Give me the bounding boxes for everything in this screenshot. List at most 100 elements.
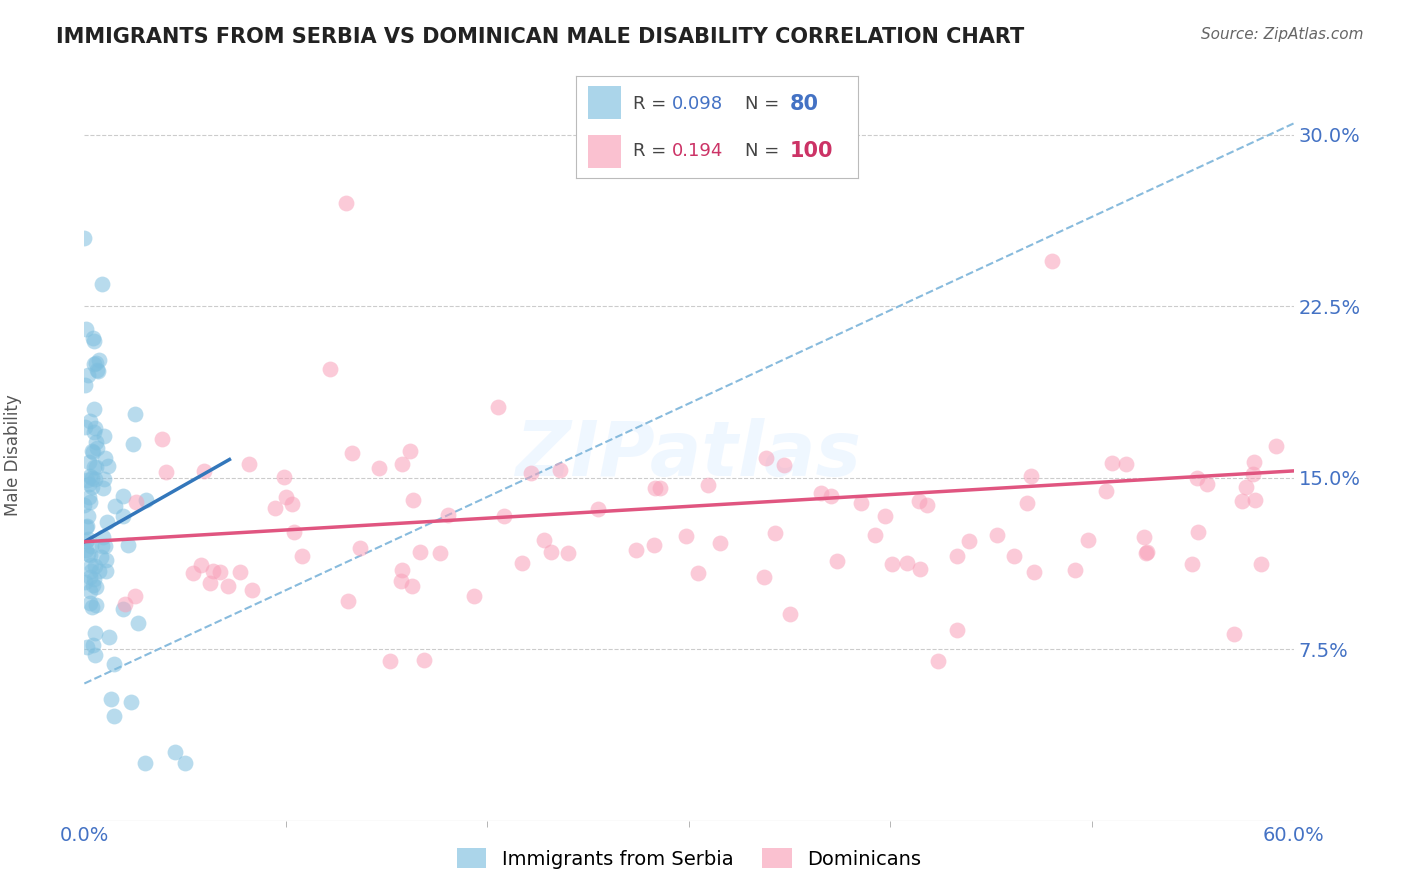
Point [1017, 495, 1039, 509]
Point [349, 541, 371, 555]
Point [1250, 557, 1272, 571]
Point [97, 459, 120, 474]
Point [93, 429, 115, 443]
Point [463, 589, 485, 603]
Point [1187, 471, 1209, 485]
Point [908, 493, 931, 508]
Point [84, 435, 107, 450]
Point [391, 457, 413, 471]
Point [77, 547, 100, 561]
Point [174, 756, 197, 771]
Point [202, 564, 225, 578]
Point [82, 445, 104, 459]
Point [588, 502, 610, 516]
Point [1063, 563, 1085, 577]
Point [83, 459, 105, 474]
Point [84, 598, 107, 612]
Point [1022, 565, 1045, 579]
Point [1230, 494, 1253, 508]
Point [389, 574, 412, 589]
Point [94, 451, 117, 466]
Point [80, 599, 103, 614]
Point [281, 497, 304, 511]
Point [75, 419, 97, 434]
Point [89, 352, 111, 367]
Point [76, 640, 98, 654]
Point [520, 466, 543, 480]
Point [1040, 253, 1063, 268]
Point [644, 481, 666, 495]
Point [77, 532, 100, 546]
Point [1133, 530, 1156, 544]
Point [779, 607, 801, 621]
Point [209, 565, 232, 579]
Point [368, 460, 391, 475]
Point [84, 559, 107, 574]
Point [91, 481, 114, 495]
Point [84, 626, 107, 640]
Point [79, 570, 101, 584]
Point [124, 589, 146, 603]
Text: ZIPatlas: ZIPatlas [516, 418, 862, 491]
Point [82, 638, 104, 652]
Point [1181, 558, 1204, 572]
Text: Source: ZipAtlas.com: Source: ZipAtlas.com [1201, 27, 1364, 42]
Point [340, 445, 363, 459]
Point [73, 231, 96, 245]
Point [76, 473, 98, 487]
Point [863, 527, 886, 541]
Point [83, 334, 105, 348]
Point [193, 464, 215, 478]
Point [91, 530, 114, 544]
Point [77, 368, 100, 382]
Point [111, 489, 134, 503]
Point [75, 322, 97, 336]
Point [946, 549, 969, 563]
Y-axis label: Male Disability: Male Disability [4, 394, 22, 516]
Point [93, 472, 115, 486]
Point [104, 500, 127, 514]
Point [94, 553, 117, 567]
Point [79, 477, 101, 491]
Point [127, 616, 149, 631]
Point [624, 543, 647, 558]
Bar [588, 87, 621, 119]
Point [957, 533, 980, 548]
Point [97, 631, 120, 645]
Point [437, 508, 460, 522]
Text: R =: R = [633, 95, 672, 112]
Point [190, 558, 212, 573]
Point [77, 455, 100, 469]
Point [494, 508, 516, 523]
Point [100, 691, 122, 706]
Point [96, 564, 118, 578]
Point [550, 462, 572, 476]
Point [1101, 456, 1123, 470]
Point [83, 425, 105, 439]
Point [155, 465, 177, 479]
Point [1136, 545, 1159, 559]
Point [76, 519, 98, 533]
Point [1234, 479, 1257, 493]
Point [198, 575, 221, 590]
Point [915, 498, 938, 512]
Point [75, 542, 97, 557]
Point [79, 549, 101, 563]
Text: 80: 80 [790, 94, 820, 113]
Point [83, 421, 105, 435]
Point [84, 356, 107, 370]
Point [242, 583, 264, 598]
Point [91, 277, 114, 292]
Point [80, 564, 103, 578]
Point [946, 623, 969, 637]
Point [82, 331, 104, 345]
Point [273, 469, 295, 483]
Point [1244, 492, 1267, 507]
Point [103, 657, 125, 671]
Point [77, 490, 100, 504]
Point [401, 579, 423, 593]
Point [83, 357, 105, 371]
Point [264, 500, 287, 515]
Point [150, 432, 173, 446]
Point [763, 525, 786, 540]
